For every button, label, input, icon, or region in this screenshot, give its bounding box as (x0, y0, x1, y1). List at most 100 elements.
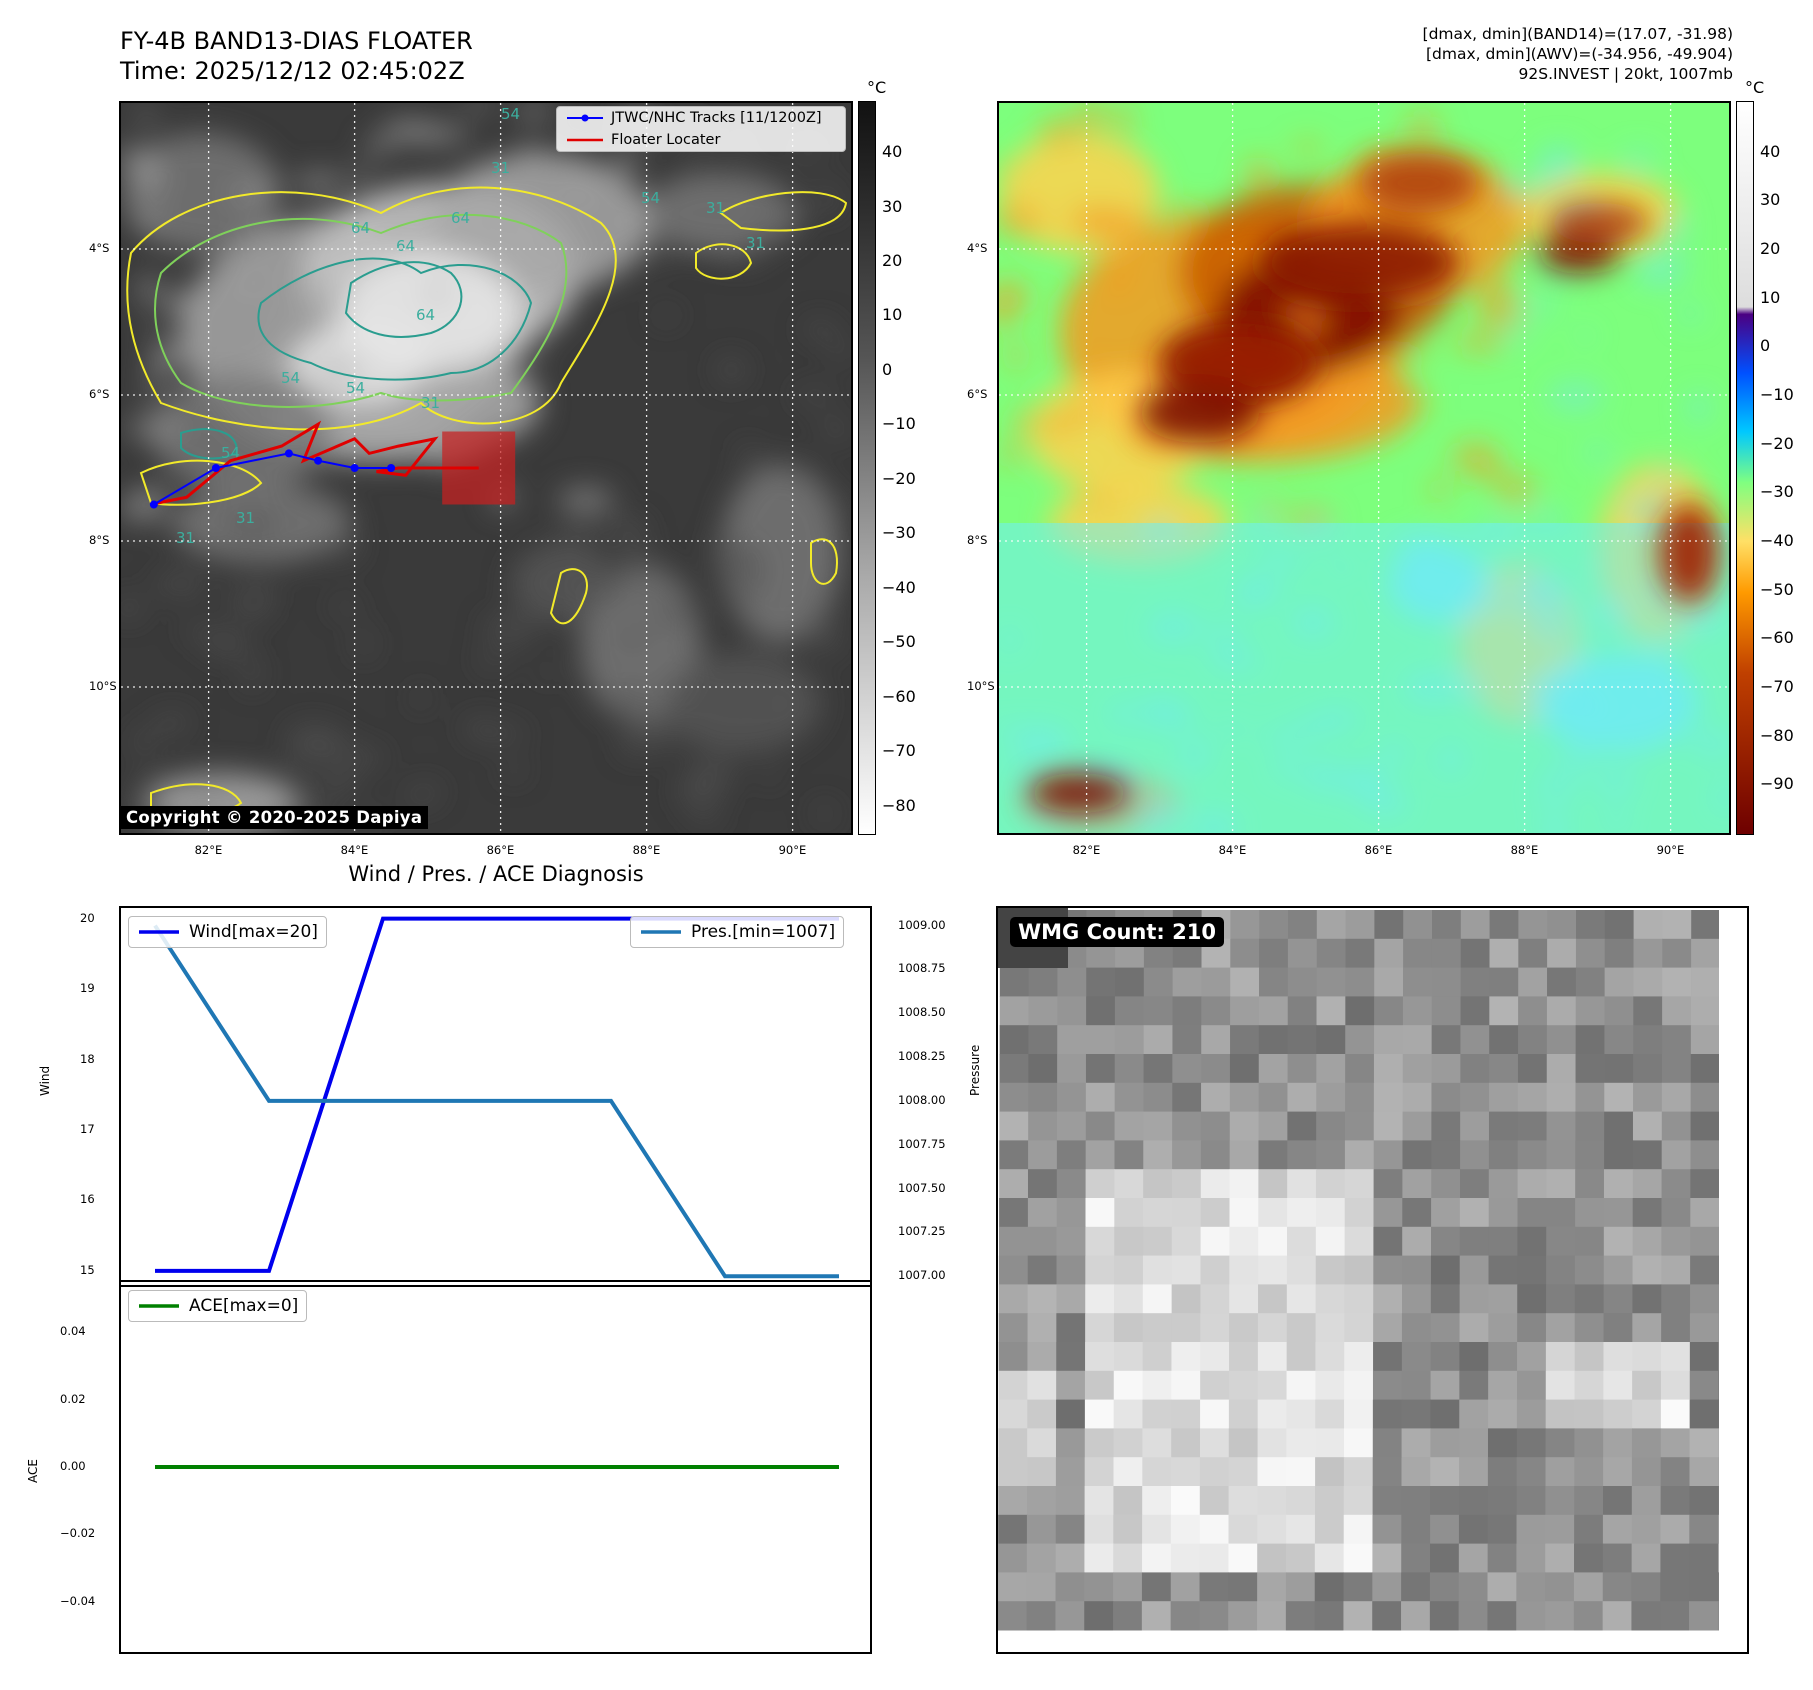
cloud-speck (186, 792, 224, 802)
wmg-cell (1488, 1313, 1518, 1343)
cloud-speck (121, 145, 152, 171)
wmg-pixel-grid (998, 908, 1747, 1652)
wmg-cell (1460, 996, 1490, 1026)
wmg-cell (1200, 1111, 1231, 1141)
wmg-cell (1576, 910, 1606, 940)
wmg-cell (1631, 1543, 1661, 1573)
wmg-cell (1575, 1226, 1605, 1257)
wmg-cell (1171, 1457, 1201, 1487)
wmg-cell (1143, 1111, 1173, 1141)
colorbar-tick: −60 (882, 686, 916, 706)
map-legend: JTWC/NHC Tracks [11/1200Z] Floater Locat… (556, 106, 846, 152)
cloud-speck (620, 726, 650, 757)
wmg-cell (1228, 1370, 1259, 1401)
wmg-cell (1113, 1486, 1143, 1516)
colorbar-tick: −60 (1760, 628, 1794, 648)
wmg-cell (1516, 1399, 1547, 1429)
cloud-speck (715, 356, 748, 384)
wmg-cell (1373, 1284, 1403, 1314)
wmg-cell (1574, 1543, 1604, 1573)
wmg-cell (1172, 1111, 1202, 1141)
wmg-cell (1631, 1601, 1661, 1631)
wmg-cell (1401, 1342, 1432, 1372)
wmg-cell (1402, 1054, 1433, 1084)
wmg-cell (1374, 1025, 1404, 1055)
cloud-speck (1244, 156, 1274, 192)
wind-chart-svg (153, 916, 839, 1279)
wmg-cell (1228, 1543, 1258, 1573)
wmg-cell (1200, 1255, 1230, 1285)
cloud-speck (139, 206, 156, 234)
wmg-cell (1603, 1169, 1634, 1199)
colorbar-tick: 40 (1760, 141, 1781, 161)
wmg-cell (1028, 1054, 1058, 1084)
wmg-cell (1487, 1428, 1518, 1458)
contour-label: 54 (221, 444, 240, 462)
wmg-cell (1403, 967, 1433, 997)
wmg-cell (1229, 1342, 1259, 1372)
wmg-cell (1488, 1140, 1519, 1170)
cloud-speck (230, 277, 275, 288)
wmg-cell (1662, 938, 1692, 969)
wmg-cell (1631, 1457, 1662, 1487)
cloud-speck (475, 653, 510, 669)
contour-label: 64 (351, 219, 370, 237)
colorbar-tick: −40 (882, 577, 916, 597)
wmg-cell (1429, 1601, 1460, 1631)
wmg-cell (1431, 1082, 1461, 1113)
wmg-cell (1633, 967, 1663, 997)
stats-header: [dmax, dmin](BAND14)=(17.07, -31.98) [dm… (1422, 25, 1733, 83)
wmg-cell (1574, 1428, 1604, 1458)
wmg-cell (1662, 910, 1692, 940)
moisture-blob (1139, 383, 1259, 443)
wmg-cell (1372, 1428, 1403, 1458)
chart-title: FY-4B BAND13-DIAS FLOATER Time: 2025/12/… (120, 27, 473, 85)
wmg-cell (1546, 1111, 1576, 1141)
wmg-cell (1402, 1111, 1432, 1141)
wmg-cell (998, 1601, 1028, 1631)
wmg-cell (1431, 1198, 1461, 1228)
wmg-cell (998, 1514, 1028, 1545)
wmg-cell (1257, 1514, 1287, 1545)
wmg-cell (1374, 910, 1404, 940)
wmg-cell (1603, 1370, 1633, 1401)
moisture-blob (1659, 503, 1719, 603)
cloud-speck (831, 337, 850, 363)
wmg-cell (998, 1313, 1029, 1343)
cloud-speck (273, 418, 299, 428)
wmg-cell (1316, 996, 1346, 1026)
cloud-speck (330, 599, 361, 614)
colorbar-tick: 0 (882, 359, 893, 379)
wmg-cell (1374, 967, 1404, 997)
colorbar-right-unit: °C (1745, 78, 1765, 97)
wmg-cell (1113, 1428, 1143, 1458)
wmg-cell (1259, 938, 1289, 969)
wmg-cell (1027, 1342, 1057, 1372)
wmg-cell (1691, 967, 1721, 997)
wmg-cell (1257, 1342, 1288, 1372)
wmg-cell (1026, 1572, 1057, 1602)
wmg-cell (1691, 938, 1721, 969)
cloud-speck (612, 516, 648, 552)
legend-label-floater: Floater Locater (611, 132, 721, 148)
wmg-cell (1430, 1399, 1460, 1429)
cloud-speck (154, 572, 207, 596)
wmg-cell (1661, 1140, 1691, 1170)
wmg-cell (1056, 1399, 1086, 1429)
legend-item-tracks: JTWC/NHC Tracks [11/1200Z] (557, 107, 845, 129)
wmg-cell (1171, 1342, 1201, 1372)
wmg-cell (1516, 1457, 1546, 1487)
ace-tick: −0.02 (60, 1526, 96, 1541)
cloud-speck (360, 427, 398, 438)
colorbar-tick: −70 (882, 741, 916, 761)
wmg-cell (1545, 1428, 1575, 1458)
cloud-speck (1655, 500, 1671, 519)
wmg-cell (1028, 1082, 1058, 1113)
cloud-speck (1077, 495, 1118, 507)
cloud-speck (566, 254, 584, 289)
wmg-cell (1345, 996, 1375, 1026)
wmg-cell (1027, 1428, 1057, 1458)
wmg-cell (1287, 1140, 1317, 1170)
cloud-speck (355, 629, 374, 659)
cloud-speck (1477, 297, 1523, 331)
